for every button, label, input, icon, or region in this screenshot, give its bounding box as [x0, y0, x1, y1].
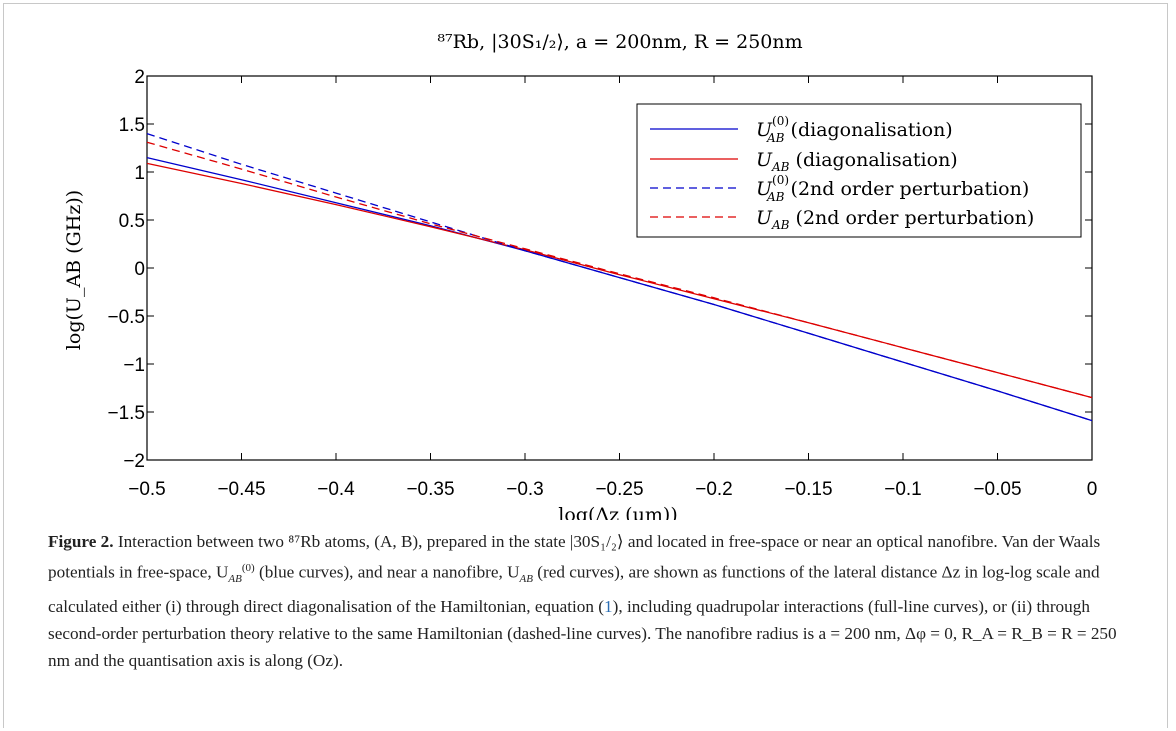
caption-text-2: (blue curves), and near a nanofibre, U	[254, 562, 520, 582]
caption-sym-1-sup: (0)	[241, 562, 255, 574]
x-tick-label: −0.5	[128, 479, 166, 500]
caption-sym-2-sub: AB	[519, 573, 533, 586]
x-tick-label: −0.1	[884, 479, 922, 500]
x-axis-label: log(Δz (μm))	[558, 504, 677, 520]
x-tick-label: −0.05	[973, 479, 1021, 500]
chart: ⁸⁷Rb, |30S₁/₂⟩, a = 200nm, R = 250nm −0.…	[63, 31, 1097, 520]
y-tick-label: 0.5	[119, 211, 145, 232]
caption-label: Figure 2.	[48, 532, 114, 551]
x-tick-label: 0	[1087, 479, 1098, 500]
series-layer	[146, 132, 1093, 422]
x-tick-label: −0.4	[317, 479, 355, 500]
x-tick-label: −0.2	[695, 479, 733, 500]
x-tick-label: −0.45	[217, 479, 265, 500]
figure-caption: Figure 2. Interaction between two ⁸⁷Rb a…	[48, 528, 1128, 674]
figure-frame	[3, 3, 1168, 728]
legend-label-1: U(0) AB (diagonalisation)	[756, 114, 953, 145]
y-tick-label: 1.5	[119, 115, 145, 136]
y-axis-label: log(U_AB (GHz))	[63, 190, 85, 350]
legend-label-2: UAB (diagonalisation)	[756, 149, 958, 174]
legend-label-4: UAB (2nd order perturbation)	[756, 207, 1034, 232]
caption-sym-1-sub: AB	[228, 573, 242, 586]
y-tick-label: −0.5	[107, 307, 145, 328]
caption-text-4: ), including quadrupolar interactions (f…	[48, 597, 1117, 671]
legend-label-3: U(0) AB (2nd order perturbation)	[756, 173, 1029, 204]
legend-box	[636, 103, 1082, 238]
caption-text-3: (red curves), are shown as functions of …	[48, 562, 1100, 617]
y-tick-label: −1.5	[107, 403, 145, 424]
x-tick-label: −0.25	[595, 479, 643, 500]
y-tick-label: −1	[123, 355, 145, 376]
chart-title: ⁸⁷Rb, |30S₁/₂⟩, a = 200nm, R = 250nm	[437, 31, 802, 53]
y-tick-label: 2	[134, 67, 145, 88]
series-line-4	[146, 141, 1093, 399]
caption-text-1: Interaction between two ⁸⁷Rb atoms, (A, …	[48, 532, 1101, 582]
y-tick-label: 0	[134, 259, 145, 280]
y-tick-label: 1	[134, 163, 145, 184]
series-line-3	[146, 132, 1093, 422]
x-tick-label: −0.35	[406, 479, 454, 500]
y-axis-ticks: −2 −1.5 −1 −0.5 0 0.5 1 1.5 2	[107, 67, 1092, 472]
legend: U(0) AB (diagonalisation) UAB (diagonalisa…	[636, 103, 1082, 238]
equation-ref-link[interactable]: 1	[604, 597, 613, 617]
x-axis-ticks: −0.5 −0.45 −0.4 −0.35 −0.3 −0.25 −0.2 −0.15 −0.1…	[128, 76, 1097, 500]
series-line-2	[146, 162, 1093, 399]
y-tick-label: −2	[123, 451, 145, 472]
x-tick-label: −0.3	[506, 479, 544, 500]
x-tick-label: −0.15	[784, 479, 832, 500]
